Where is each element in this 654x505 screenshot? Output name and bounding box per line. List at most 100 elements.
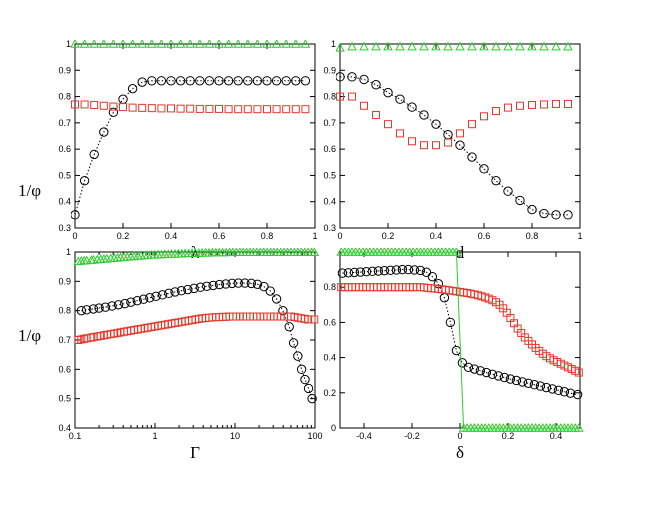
data-point-square [396, 129, 404, 138]
chart-panel-top-right: 0 0.2 0.4 0.6 0.8 10.30.40.50.60.70.80.91d [323, 39, 582, 262]
data-point-circle [164, 288, 174, 299]
data-point-triangle [185, 40, 196, 48]
data-point-circle [403, 264, 414, 275]
data-point-triangle [71, 40, 80, 48]
data-point-circle [170, 287, 180, 297]
data-point-triangle [467, 41, 477, 51]
data-point-circle [527, 204, 537, 215]
data-point-square [282, 105, 291, 114]
data-point-circle [127, 83, 138, 94]
data-point-circle [523, 378, 534, 388]
data-point-circle [300, 76, 311, 86]
x-axis-label: δ [456, 443, 464, 462]
data-point-circle [227, 278, 237, 289]
x-tick-label: 1 [312, 231, 317, 241]
data-point-square [128, 103, 137, 112]
data-point-circle [296, 364, 307, 375]
y-tick-label: 0.9 [58, 65, 71, 75]
data-point-triangle [503, 41, 513, 51]
data-point-square [444, 138, 452, 147]
data-point-circle [371, 80, 381, 90]
data-point-circle [166, 76, 176, 86]
figure-ylabel-top: 1/φ [18, 181, 41, 200]
data-point-circle [349, 267, 360, 278]
y-tick-label: 0.3 [58, 223, 71, 233]
y-tick-label: 0.5 [323, 170, 336, 180]
data-point-triangle [455, 41, 465, 51]
data-point-circle [175, 76, 186, 86]
data-point-circle [307, 393, 317, 404]
x-tick-label: -0.4 [356, 431, 372, 441]
y-tick-label: 1 [66, 247, 71, 257]
data-point-triangle [551, 41, 561, 51]
data-point-square [157, 104, 166, 113]
data-point-circle [563, 210, 573, 220]
data-point-circle [233, 278, 244, 288]
data-point-triangle [395, 41, 405, 51]
data-point-circle [479, 164, 489, 174]
data-point-circle [120, 298, 130, 309]
x-tick-label: 0 [337, 231, 342, 241]
data-point-square [456, 129, 464, 138]
data-point-circle [233, 76, 243, 86]
data-point-circle [385, 265, 396, 276]
data-point-circle [529, 380, 540, 390]
data-point-circle [284, 322, 294, 332]
data-point-triangle [300, 40, 311, 48]
data-point-square [301, 105, 310, 114]
data-point-triangle [539, 41, 549, 51]
y-tick-label: 0.6 [58, 144, 71, 154]
data-point-circle [262, 76, 272, 86]
data-point-square [205, 104, 214, 113]
x-tick-label: 10 [230, 431, 240, 441]
y-tick-label: 0.9 [58, 276, 71, 286]
x-tick-label: 0.4 [550, 431, 563, 441]
data-point-circle [157, 290, 168, 300]
data-point-square [528, 100, 536, 109]
data-point-circle [427, 271, 438, 282]
data-point-square [468, 120, 476, 129]
data-point-square [243, 105, 252, 114]
data-point-circle [343, 268, 354, 278]
data-point-triangle [233, 40, 244, 48]
data-point-circle [559, 387, 570, 397]
data-point-circle [515, 195, 525, 206]
x-tick-label: 0.8 [526, 231, 539, 241]
y-tick-label: 0.6 [58, 364, 71, 374]
chart-panel-top-left: 0 0.2 0.4 0.6 0.8 10.30.40.50.60.70.80.91λ [58, 39, 317, 262]
y-tick-label: 0.5 [58, 394, 71, 404]
data-point-circle [76, 305, 87, 316]
data-point-triangle [204, 40, 215, 48]
data-point-circle [99, 127, 109, 137]
y-tick-label: 0.4 [323, 197, 336, 207]
data-point-square [87, 333, 96, 342]
data-point-circle [195, 76, 205, 86]
data-point-triangle [262, 40, 272, 48]
plot-frame [74, 251, 316, 429]
data-point-square [99, 101, 108, 110]
data-point-circle [539, 208, 549, 219]
data-point-triangle [108, 40, 119, 48]
data-point-square [504, 103, 512, 112]
data-point-circle [204, 76, 215, 86]
data-point-triangle [194, 40, 205, 48]
data-point-circle [176, 286, 187, 296]
data-point-circle [361, 267, 372, 277]
data-point-triangle [383, 41, 393, 51]
data-point-circle [278, 305, 288, 316]
data-point-square [195, 104, 204, 113]
y-tick-label: 0.8 [58, 92, 71, 102]
data-point-circle [511, 375, 522, 386]
y-tick-label: 0.7 [58, 118, 71, 128]
data-point-circle [107, 301, 117, 311]
data-point-circle [347, 72, 357, 82]
x-tick-label: 1 [577, 231, 582, 241]
data-point-triangle [290, 40, 301, 48]
data-point-circle [391, 265, 402, 275]
data-point-square [272, 105, 281, 114]
data-point-triangle [156, 40, 167, 48]
data-point-triangle [137, 40, 148, 48]
y-tick-label: 0.7 [323, 118, 336, 128]
data-point-circle [156, 76, 167, 86]
data-point-circle [499, 372, 510, 383]
